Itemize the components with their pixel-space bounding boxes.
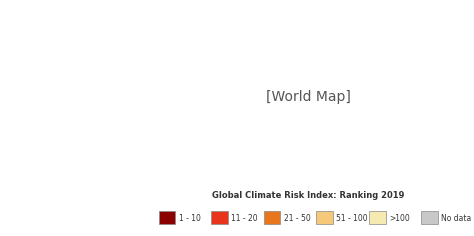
Text: 51 - 100: 51 - 100: [336, 214, 368, 223]
Text: 21 - 50: 21 - 50: [284, 214, 310, 223]
Text: No data: No data: [441, 214, 472, 223]
Text: www.germanwatch.org/en/cri: www.germanwatch.org/en/cri: [9, 215, 133, 224]
Text: [World Map]: [World Map]: [265, 90, 351, 104]
FancyBboxPatch shape: [159, 211, 175, 224]
Text: Global Climate Risk Index: Ranking 2019: Global Climate Risk Index: Ranking 2019: [212, 191, 404, 200]
Text: >100: >100: [389, 214, 410, 223]
Text: Global Climate
Risk Index: Global Climate Risk Index: [0, 162, 145, 202]
FancyBboxPatch shape: [316, 211, 333, 224]
Text: 1 - 10: 1 - 10: [179, 214, 201, 223]
FancyBboxPatch shape: [264, 211, 281, 224]
FancyBboxPatch shape: [211, 211, 228, 224]
FancyBboxPatch shape: [369, 211, 385, 224]
Text: 11 - 20: 11 - 20: [231, 214, 258, 223]
Text: GERMANWATCH: GERMANWATCH: [22, 66, 120, 76]
FancyBboxPatch shape: [421, 211, 438, 224]
